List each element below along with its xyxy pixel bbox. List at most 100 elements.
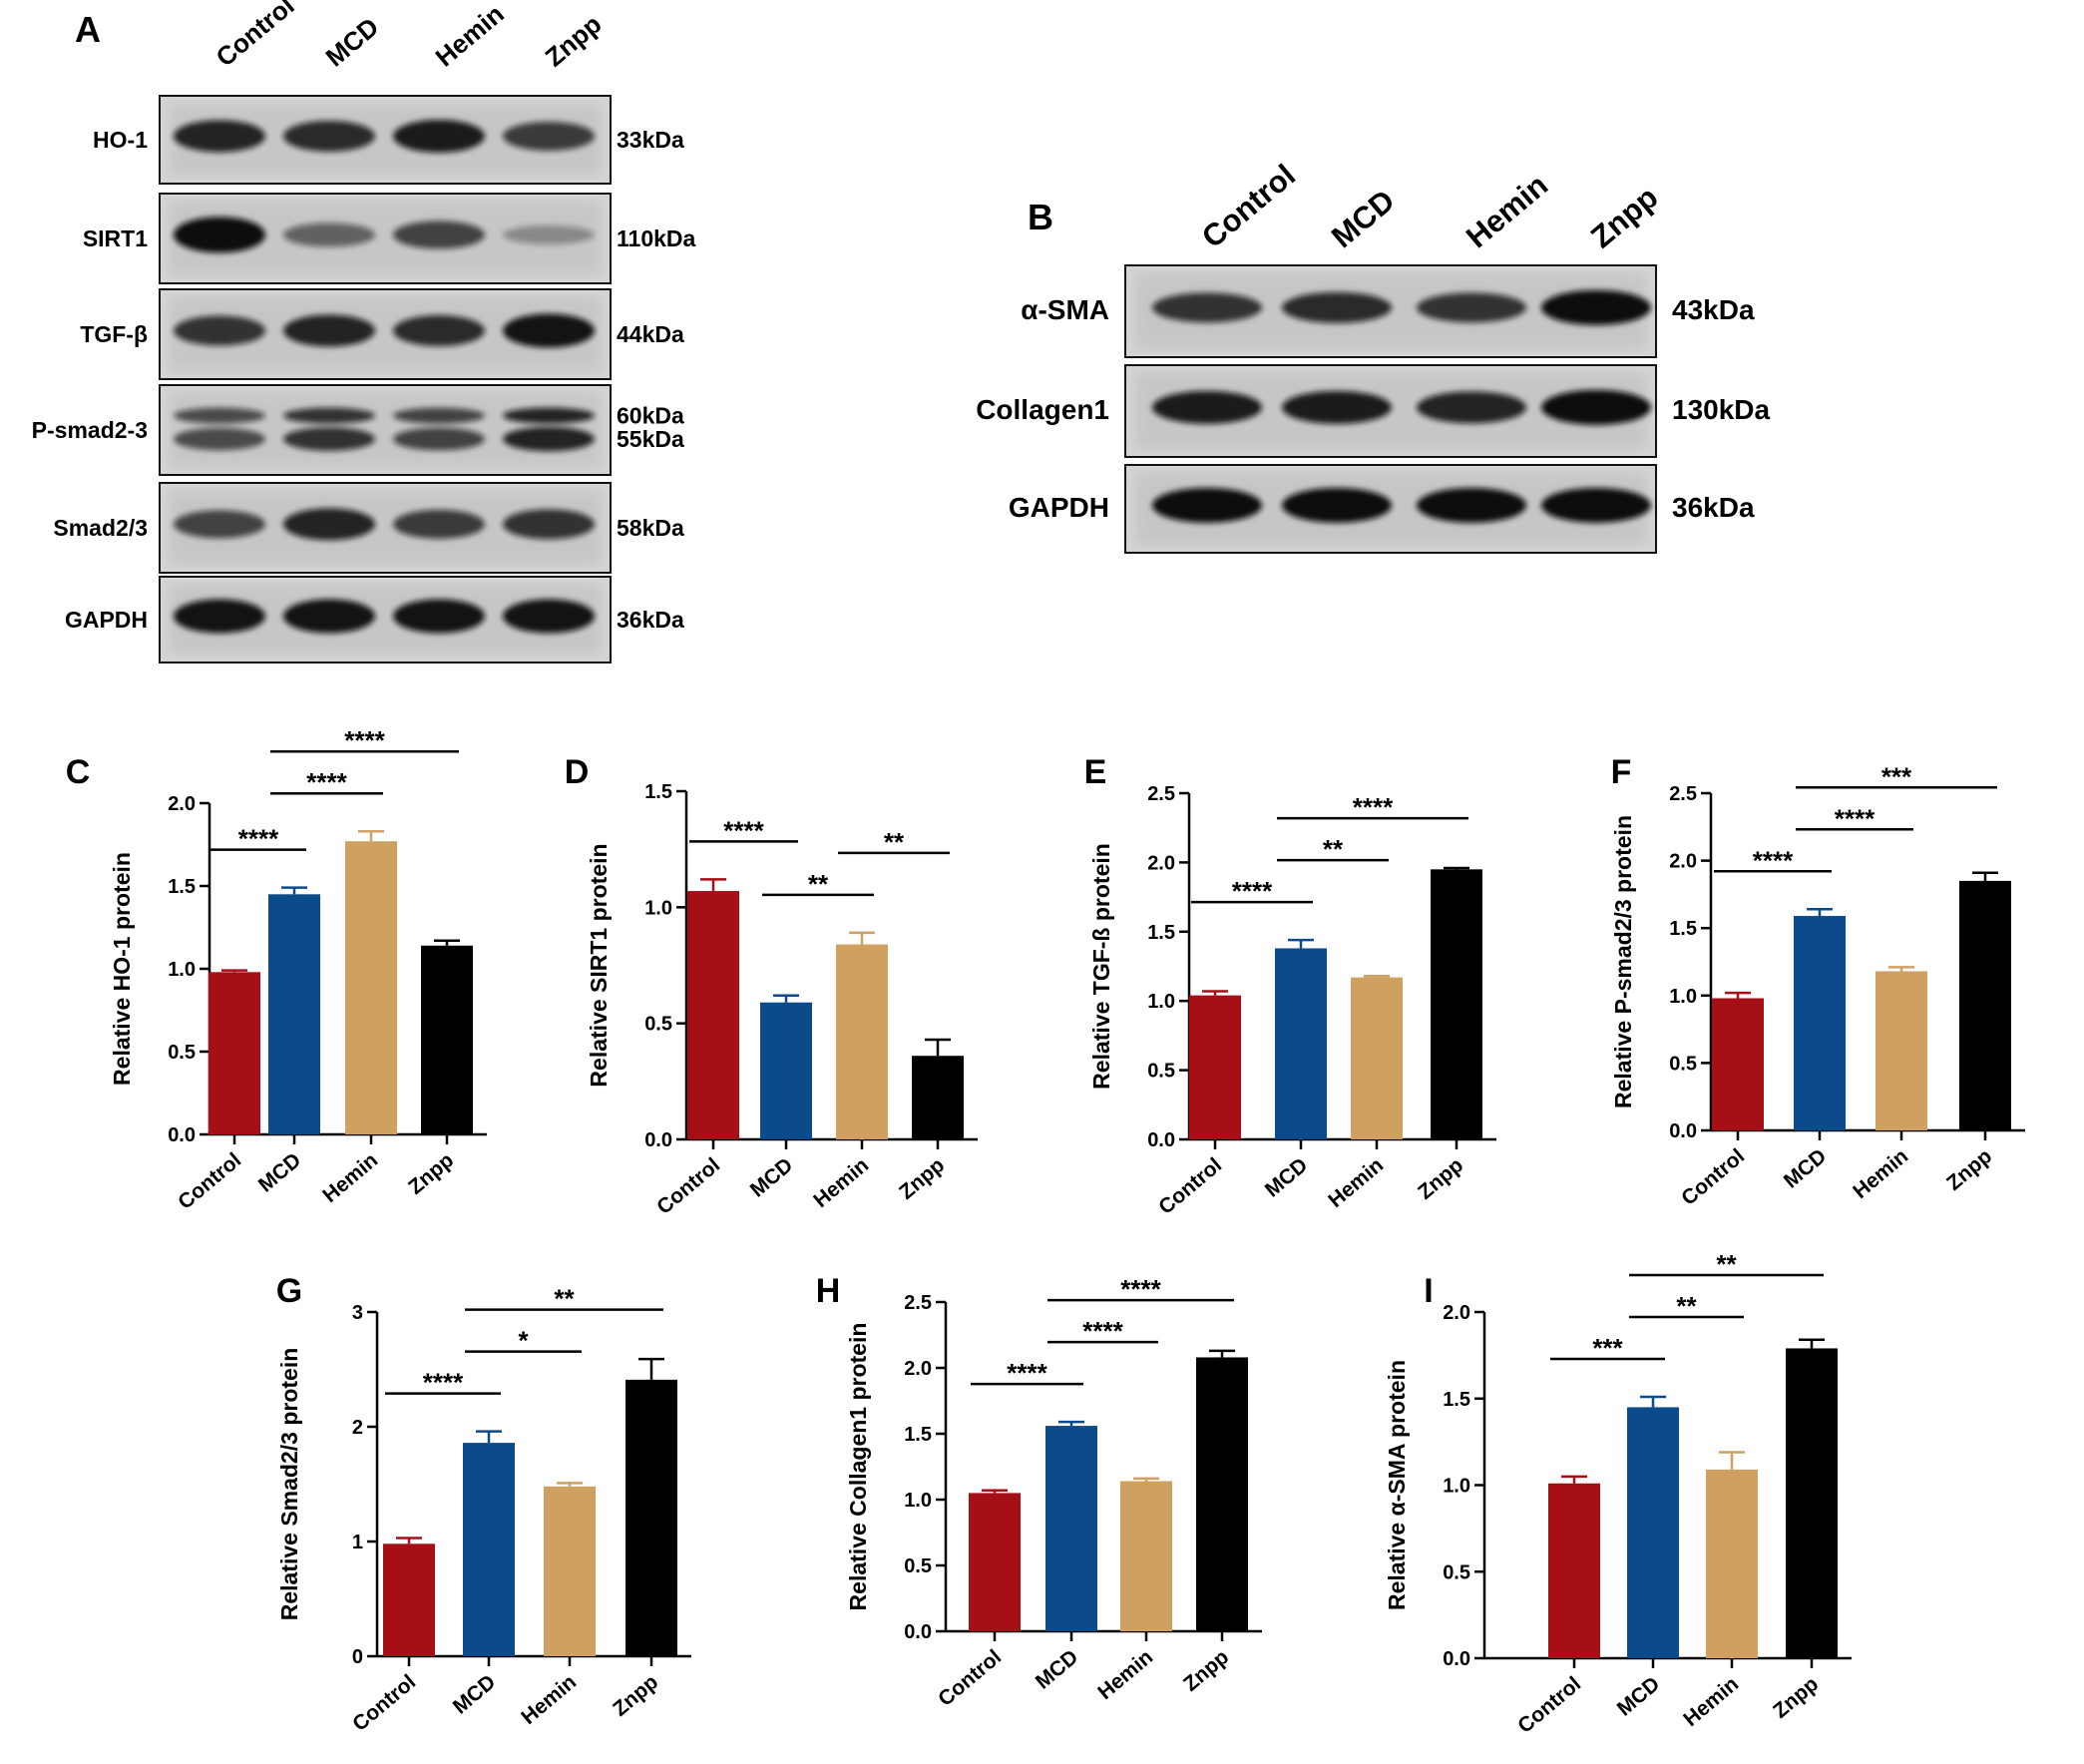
y-tick-label: 0.0 bbox=[904, 1621, 932, 1643]
x-tick-label-mcd: MCD bbox=[746, 1153, 797, 1201]
x-tick-label-znpp: Znpp bbox=[1769, 1672, 1823, 1723]
bar-control bbox=[383, 1544, 435, 1656]
significance-label: **** bbox=[423, 1368, 464, 1398]
bar-mcd bbox=[1045, 1426, 1097, 1631]
y-tick-label: 0.0 bbox=[644, 1129, 672, 1151]
x-tick-label-control: Control bbox=[1513, 1672, 1585, 1738]
x-tick-label-hemin: Hemin bbox=[517, 1670, 581, 1729]
blot-label: P-smad2-3 bbox=[32, 417, 148, 443]
panel-letter: G bbox=[276, 1272, 302, 1310]
band-upper bbox=[393, 407, 485, 424]
y-tick-label: 0.5 bbox=[644, 1014, 672, 1036]
y-axis-label: Relative α-SMA protein bbox=[1384, 1360, 1410, 1610]
y-tick-label: 1.5 bbox=[904, 1424, 932, 1446]
y-axis-label: Relative HO-1 protein bbox=[109, 852, 135, 1086]
blot-label: HO-1 bbox=[93, 127, 148, 153]
chart-panel-c: C 0.0 0.5 1.0 1.5 2.0 Relative HO-1 protein Con… bbox=[66, 725, 487, 1214]
y-axis-label: Relative Smad2/3 protein bbox=[276, 1348, 302, 1621]
band-lower bbox=[503, 426, 595, 452]
x-tick-label-control: Control bbox=[1677, 1144, 1749, 1210]
band bbox=[503, 509, 595, 540]
bar-hemin bbox=[1876, 971, 1927, 1130]
blot-label: GAPDH bbox=[65, 607, 148, 633]
x-tick-label-znpp: Znpp bbox=[1179, 1645, 1233, 1696]
panel-letter: B bbox=[1028, 197, 1053, 237]
blot-row-smad2-3: Smad2/3 58kDa bbox=[53, 482, 684, 574]
blot-border bbox=[159, 288, 612, 380]
band bbox=[283, 599, 375, 634]
band bbox=[283, 120, 375, 152]
panel-letter: E bbox=[1084, 753, 1107, 791]
significance-label: ** bbox=[1676, 1291, 1697, 1321]
chart-panel-i: I 0.0 0.5 1.0 1.5 2.0 Relative α-SMA protein Co… bbox=[1384, 1249, 1852, 1738]
significance-label: **** bbox=[1232, 876, 1273, 906]
lane-label-mcd: MCD bbox=[1325, 183, 1402, 254]
bar-hemin bbox=[345, 841, 397, 1134]
band bbox=[1152, 487, 1262, 523]
y-tick-label: 1.5 bbox=[1147, 922, 1175, 944]
significance-label: *** bbox=[1881, 761, 1912, 791]
bar-znpp bbox=[912, 1056, 964, 1139]
bar-control bbox=[1548, 1483, 1600, 1658]
band-lower bbox=[174, 427, 265, 451]
significance-label: *** bbox=[1592, 1333, 1623, 1363]
band bbox=[1152, 390, 1262, 424]
size-marker: 58kDa bbox=[617, 515, 684, 541]
size-marker: 43kDa bbox=[1672, 294, 1755, 325]
panel-letter: A bbox=[75, 9, 101, 50]
blot-panel-b: B Control MCD Hemin Znpp α-SMA 43kDa Collagen1 1… bbox=[976, 158, 1771, 554]
y-tick-label: 1.0 bbox=[1669, 986, 1697, 1008]
significance-label: ** bbox=[1323, 834, 1344, 864]
x-tick-label-znpp: Znpp bbox=[895, 1153, 949, 1204]
band-upper bbox=[503, 407, 595, 424]
y-tick-label: 0.5 bbox=[168, 1042, 196, 1064]
size-marker: 60kDa bbox=[617, 403, 684, 429]
significance-label: * bbox=[518, 1326, 529, 1356]
lane-label-hemin: Hemin bbox=[1459, 168, 1554, 255]
y-tick-label: 2.0 bbox=[168, 793, 196, 815]
y-tick-label: 0 bbox=[352, 1646, 363, 1668]
band bbox=[1282, 291, 1392, 323]
y-tick-label: 1.5 bbox=[1669, 918, 1697, 940]
y-tick-label: 1 bbox=[352, 1532, 363, 1553]
band bbox=[283, 508, 375, 541]
blot-row-collagen1: Collagen1 130kDa bbox=[976, 364, 1771, 458]
significance-label: ** bbox=[1716, 1249, 1737, 1279]
y-axis-label: Relative Collagen1 protein bbox=[845, 1323, 871, 1611]
blot-label: Smad2/3 bbox=[53, 515, 148, 541]
band bbox=[283, 314, 375, 347]
band bbox=[503, 121, 595, 151]
band-upper bbox=[174, 407, 265, 424]
bar-znpp bbox=[625, 1379, 677, 1656]
significance-label: **** bbox=[1082, 1316, 1123, 1346]
x-tick-label-hemin: Hemin bbox=[1324, 1153, 1388, 1212]
band bbox=[1417, 391, 1526, 424]
bar-znpp bbox=[1959, 880, 2011, 1130]
significance-label: **** bbox=[1120, 1274, 1161, 1304]
lane-label-mcd: MCD bbox=[320, 12, 385, 73]
x-tick-label-mcd: MCD bbox=[1780, 1144, 1831, 1192]
panel-letter: C bbox=[66, 753, 91, 791]
band bbox=[503, 224, 595, 244]
significance-label: **** bbox=[1353, 792, 1394, 822]
bar-control bbox=[208, 972, 260, 1134]
blot-label: TGF-β bbox=[80, 321, 148, 347]
blot-border bbox=[1124, 264, 1657, 358]
x-tick-label-control: Control bbox=[934, 1645, 1006, 1711]
x-tick-label-mcd: MCD bbox=[1032, 1645, 1082, 1693]
band bbox=[503, 599, 595, 634]
significance-label: **** bbox=[1753, 845, 1794, 875]
bar-znpp bbox=[1786, 1348, 1838, 1658]
size-marker: 36kDa bbox=[617, 607, 684, 633]
size-marker: 36kDa bbox=[1672, 492, 1755, 523]
x-tick-label-mcd: MCD bbox=[1261, 1153, 1312, 1201]
band bbox=[1541, 289, 1651, 325]
y-tick-label: 1.0 bbox=[1443, 1476, 1470, 1498]
lane-label-control: Control bbox=[210, 0, 300, 73]
blot-label: SIRT1 bbox=[83, 225, 148, 251]
band bbox=[1417, 487, 1526, 523]
blot-border bbox=[1124, 364, 1657, 458]
y-tick-label: 2.5 bbox=[1147, 783, 1175, 805]
y-tick-label: 0.5 bbox=[1147, 1061, 1175, 1083]
x-tick-label-hemin: Hemin bbox=[1093, 1645, 1157, 1704]
